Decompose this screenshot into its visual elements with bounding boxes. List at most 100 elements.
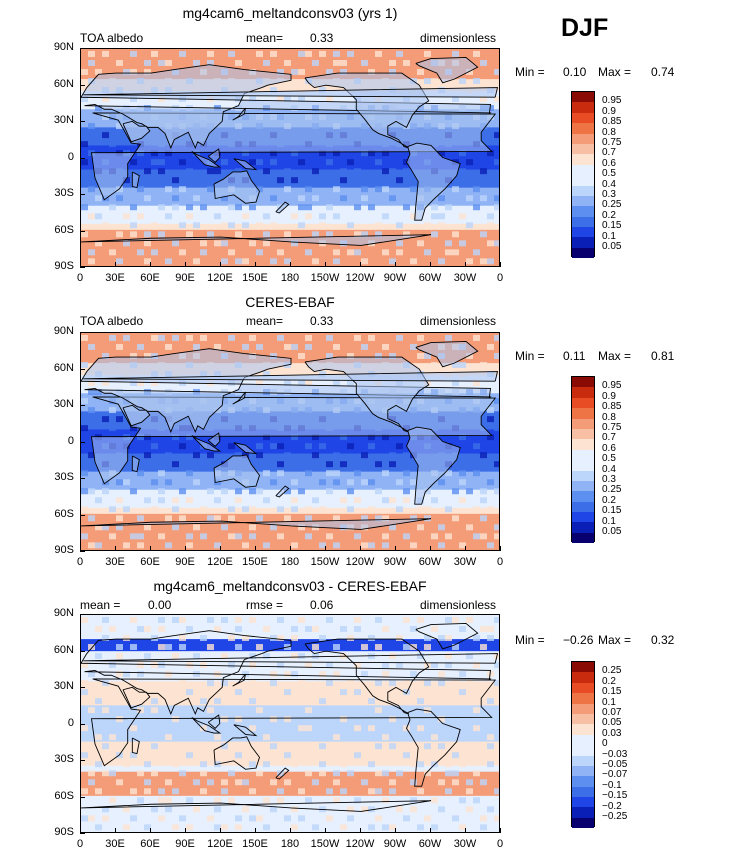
colorbar-swatch [572,247,594,259]
lon-tick-label: 0 [496,272,504,284]
colorbar-swatch [572,672,594,683]
lat-tick-label: 60N [53,77,74,90]
colorbar-label: −0.2 [602,800,622,812]
colorbar-swatch [572,776,594,787]
colorbar-label: −0.1 [602,779,622,791]
colorbar-label: 0.3 [602,474,616,485]
lat-tick-label: 90S [54,544,74,556]
lon-tick-mark [80,546,81,551]
lat-tick-label: 90N [53,325,74,337]
lon-tick-mark [80,262,81,267]
panel-left-label: TOA albedo [80,31,144,45]
lon-tick-mark [290,262,291,267]
lat-tick-mark [80,478,85,479]
colorbar-label: 0.85 [602,116,622,128]
lat-tick-mark [80,230,85,232]
colorbar-swatch [572,522,594,533]
lat-tick-label: 30N [53,114,74,126]
lat-tick-label: 30N [53,398,74,410]
lon-tick-label: 30W [453,838,477,850]
panel-mean-value: 0.33 [310,31,334,45]
lon-tick-label: 0 [496,838,504,850]
lon-tick-label: 120E [207,838,233,850]
colorbar-swatch [572,175,594,186]
lon-tick-label: 60W [418,556,442,568]
colorbar-label: 0.3 [602,189,616,200]
lon-tick-label: 30E [105,838,125,850]
lat-tick-mark [80,48,85,49]
lon-tick-mark [465,828,466,833]
map-panel[interactable] [80,614,500,833]
lon-tick-mark [360,262,361,267]
colorbar-label: 0.7 [602,147,616,159]
lon-tick-label: 120W [345,556,375,568]
colorbar-label: 0.5 [602,453,616,465]
max-label: Max = [598,349,632,363]
lat-tick-mark [80,723,85,725]
colorbar-label: −0.25 [602,811,628,822]
colorbar [571,661,595,829]
colorbar [571,376,595,544]
lon-tick-mark [185,828,186,833]
lon-tick-label: 60W [418,838,442,850]
lon-tick-label: 30E [105,272,125,284]
lon-tick-label: 60W [418,272,442,284]
lon-tick-label: 0 [76,838,84,850]
colorbar-swatch [572,807,594,818]
lat-tick-mark [80,551,85,552]
colorbar-label: 0.8 [602,411,616,423]
colorbar-swatch [572,237,594,248]
lon-tick-mark [500,546,501,551]
colorbar-swatch [572,216,594,228]
colorbar-label: −0.07 [602,769,628,781]
colorbar-label: 0.1 [602,230,616,242]
colorbar-swatch [572,133,594,144]
colorbar-label: 0.15 [602,686,622,698]
colorbar-label: −0.05 [602,759,628,770]
map-panel[interactable] [80,48,500,267]
lat-tick-label: 60S [54,789,74,802]
colorbar-label: 0.1 [602,515,616,527]
colorbar-swatch [572,143,594,155]
lon-tick-label: 90E [175,556,195,568]
colorbar-swatch [572,418,594,429]
lat-tick-mark [80,833,85,834]
colorbar-swatch [572,408,594,419]
lon-tick-mark [500,828,501,833]
lon-tick-label: 150E [242,272,268,284]
panel-title: mg4cam6_meltandconsv03 - CERES-EBAF [153,578,427,594]
colorbar-label: 0.03 [602,727,622,739]
lon-tick-mark [255,546,256,551]
lon-tick-mark [325,262,326,267]
lat-tick-mark [80,514,85,516]
max-value: 0.32 [651,633,675,647]
map-panel[interactable] [80,332,500,551]
colorbar-swatch [572,734,594,746]
colorbar-swatch [572,227,594,238]
colorbar-swatch [572,377,594,388]
colorbar-swatch [572,480,594,492]
colorbar-label: 0.4 [602,178,616,190]
min-label: Min = [515,349,545,363]
colorbar-label: 0.05 [602,526,622,537]
lon-tick-mark [325,828,326,833]
map-field [81,333,499,550]
lon-tick-label: 180 [280,838,300,850]
colorbar-label: 0.05 [602,241,622,252]
lon-tick-label: 60E [140,556,160,568]
lon-tick-mark [395,262,396,267]
colorbar-label: 0.75 [602,137,622,148]
lat-tick-label: 60S [54,507,74,520]
colorbar-label: 0.9 [602,105,616,117]
colorbar-label: 0.6 [602,442,616,454]
lat-tick-mark [80,267,85,268]
colorbar-label: 0.95 [602,95,622,107]
colorbar [571,91,595,259]
lon-tick-mark [465,262,466,267]
lon-tick-mark [360,546,361,551]
lon-tick-mark [360,828,361,833]
colorbar-swatch [572,102,594,113]
max-value: 0.74 [651,65,675,79]
lon-tick-label: 180 [280,272,300,284]
lon-tick-mark [115,546,116,551]
